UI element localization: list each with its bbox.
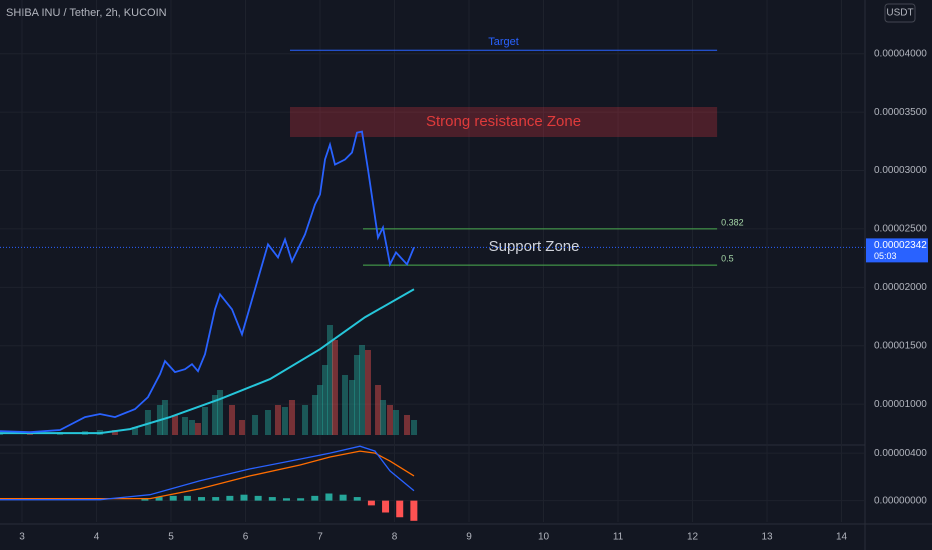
volume-bar	[321, 365, 328, 435]
volume-bar	[312, 395, 319, 435]
histogram-bar	[254, 495, 262, 501]
target-label: Target	[488, 36, 519, 48]
histogram-bar	[297, 498, 305, 501]
histogram-bar	[353, 497, 361, 501]
histogram-bar	[212, 497, 220, 501]
volume-bar	[387, 405, 394, 435]
x-tick-label: 12	[687, 532, 699, 543]
ma-line	[0, 288, 415, 435]
macd-line	[0, 445, 415, 501]
volume-bar	[264, 410, 271, 435]
volume-bar	[252, 415, 259, 435]
histogram-bar	[367, 500, 375, 506]
countdown: 05:03	[874, 251, 897, 261]
last-price-tag	[866, 238, 928, 263]
y-tick-label: 0.00001500	[874, 340, 927, 351]
last-price-label: 0.00002342	[874, 240, 927, 251]
histogram-bar	[169, 495, 177, 501]
x-tick-label: 9	[466, 532, 472, 543]
histogram-bar	[141, 498, 149, 501]
volume-bar	[161, 400, 168, 435]
volume-bar	[194, 423, 201, 435]
histogram-bar	[155, 497, 163, 501]
fib-label: 0.5	[721, 254, 734, 264]
volume-bar	[349, 380, 356, 435]
x-tick-label: 14	[836, 532, 848, 543]
histogram-bar	[339, 494, 347, 501]
resistance-label: Strong resistance Zone	[426, 113, 581, 130]
histogram-bar	[410, 500, 418, 521]
x-tick-label: 13	[761, 532, 773, 543]
histogram-bar	[226, 495, 234, 501]
histogram-bar	[282, 498, 290, 501]
chart-title: SHIBA INU / Tether, 2h, KUCOIN	[6, 7, 167, 19]
histogram-bar	[268, 497, 276, 501]
histogram-bar	[183, 495, 191, 501]
volume-bar	[411, 420, 418, 435]
currency-box[interactable]	[884, 3, 916, 23]
fib-label: 0.382	[721, 217, 744, 227]
y-tick-label: 0.00001000	[874, 399, 927, 410]
x-tick-label: 11	[613, 532, 624, 543]
x-tick-label: 8	[392, 532, 398, 543]
y-tick-label: 0.00003500	[874, 107, 927, 118]
histogram-bar	[311, 495, 319, 501]
volume-bar	[172, 415, 179, 435]
y-tick-label: 0.00000400	[874, 448, 927, 459]
volume-bar	[181, 417, 188, 435]
x-tick-label: 6	[243, 532, 249, 543]
volume-bar	[188, 420, 195, 435]
volume-bar	[274, 405, 281, 435]
volume-bar	[316, 385, 323, 435]
support-label: Support Zone	[489, 238, 580, 255]
histogram-bar	[396, 500, 404, 518]
volume-bar	[359, 345, 366, 435]
price-line	[0, 130, 415, 434]
signal-line	[0, 450, 415, 500]
volume-bar	[326, 325, 333, 435]
volume-bar	[331, 340, 338, 435]
volume-bar	[288, 400, 295, 435]
volume-bar	[132, 427, 139, 435]
volume-bar	[364, 350, 371, 435]
volume-bar	[144, 410, 151, 435]
volume-bar	[392, 410, 399, 435]
histogram-bar	[198, 497, 206, 501]
y-tick-label: 0.00002000	[874, 282, 927, 293]
volume-bar	[354, 355, 361, 435]
histogram-bar	[240, 494, 248, 501]
y-tick-label: 0.00004000	[874, 48, 927, 59]
histogram-bar	[382, 500, 390, 513]
y-tick-label: 0.00000000	[874, 495, 927, 506]
volume-bar	[212, 395, 219, 435]
x-tick-label: 5	[168, 532, 174, 543]
volume-bar	[404, 415, 411, 435]
volume-bar	[111, 430, 118, 435]
y-tick-label: 0.00002500	[874, 224, 927, 235]
x-tick-label: 10	[538, 532, 550, 543]
currency[interactable]: USDT	[886, 8, 913, 19]
y-tick-label: 0.00003000	[874, 165, 927, 176]
histogram-bar	[325, 493, 333, 501]
volume-bar	[375, 385, 382, 435]
volume-bar	[302, 405, 309, 435]
x-tick-label: 4	[94, 532, 100, 543]
volume-bar	[217, 390, 224, 435]
x-tick-label: 3	[19, 532, 25, 543]
volume-bar	[342, 375, 349, 435]
volume-bar	[201, 407, 208, 435]
volume-bar	[229, 405, 236, 435]
x-tick-label: 7	[317, 532, 323, 543]
volume-bar	[238, 420, 245, 435]
volume-bar	[281, 407, 288, 435]
volume-bar	[380, 400, 387, 435]
